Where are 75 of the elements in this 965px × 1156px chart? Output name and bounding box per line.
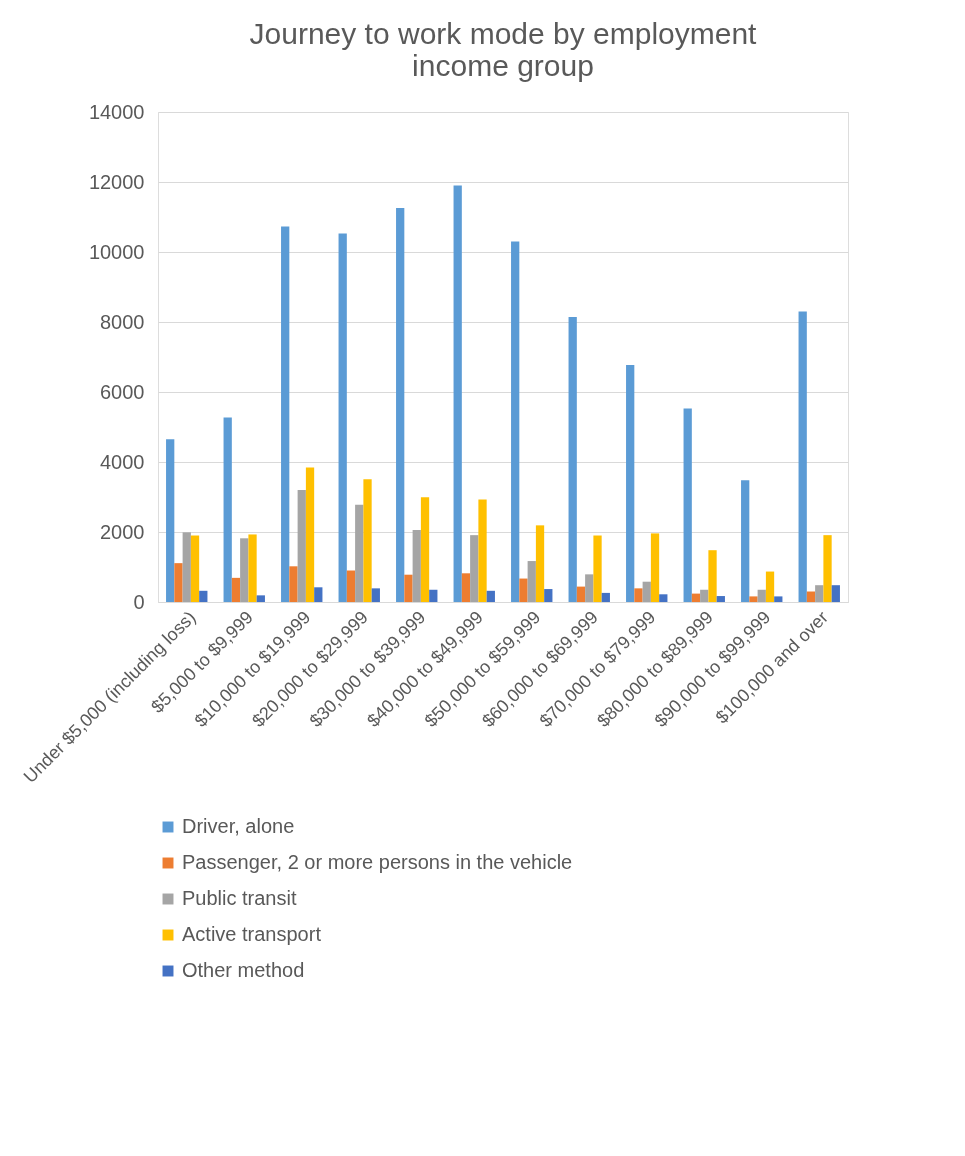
bar [289, 566, 298, 602]
bar [355, 504, 364, 602]
bar [420, 497, 430, 602]
bar [757, 589, 766, 602]
text: Journey to work mode by employment [249, 17, 757, 50]
bar [346, 570, 356, 602]
legend-label: Active transport [182, 923, 322, 945]
bar [585, 574, 594, 602]
bar [174, 563, 183, 602]
bar [478, 499, 487, 602]
bar [708, 550, 717, 602]
bar [601, 592, 610, 602]
bar [281, 226, 290, 602]
bar [371, 588, 380, 602]
y-tick-label: 8000 [100, 310, 145, 333]
bar [626, 365, 635, 602]
bar [691, 593, 701, 602]
bar [470, 535, 479, 602]
bar [453, 185, 462, 602]
bar [363, 479, 372, 602]
bar [248, 534, 257, 602]
y-tick-label: 14000 [88, 100, 145, 123]
bar [634, 588, 643, 602]
legend-label: Public transit [182, 887, 297, 909]
bar [806, 591, 816, 602]
legend-label: Other method [182, 959, 305, 981]
bar [642, 581, 651, 602]
bar [831, 585, 840, 602]
bar [231, 577, 241, 602]
bar [223, 417, 232, 602]
bar [683, 408, 692, 602]
bar [544, 589, 553, 602]
bar [190, 535, 200, 602]
bar [256, 595, 265, 602]
bar [240, 538, 249, 602]
bar [823, 535, 832, 602]
bar [305, 467, 315, 602]
y-tick-label: 2000 [100, 520, 145, 543]
bar [774, 596, 783, 602]
y-tick-label: 0 [133, 590, 145, 613]
bar [576, 586, 586, 602]
bar [765, 571, 775, 602]
bar [396, 207, 405, 602]
bar [741, 480, 750, 602]
bar [486, 590, 495, 602]
bar [404, 574, 413, 602]
bar [338, 233, 347, 602]
text: income group [412, 49, 594, 82]
bar [568, 317, 577, 602]
bar [461, 573, 471, 602]
bar [182, 532, 191, 602]
y-tick-label: 6000 [100, 380, 145, 403]
y-tick-label: 12000 [88, 170, 145, 193]
bar [166, 439, 175, 602]
bar [519, 578, 528, 602]
bar [429, 589, 438, 602]
bar [650, 533, 660, 602]
bar [700, 589, 709, 602]
legend-label: Passenger, 2 or more persons in the vehicle [182, 851, 573, 873]
bar [314, 587, 323, 602]
bar [535, 525, 545, 602]
bar [199, 590, 208, 602]
y-tick-label: 10000 [88, 240, 145, 263]
bar [716, 596, 725, 602]
bar [798, 311, 807, 602]
bar [412, 529, 421, 602]
bar [749, 596, 758, 602]
bar [659, 594, 668, 602]
bar [593, 535, 602, 602]
bar [511, 241, 520, 602]
legend-label: Driver, alone [182, 815, 295, 837]
y-tick-label: 4000 [100, 450, 145, 473]
bar [297, 490, 306, 602]
bar [815, 585, 824, 602]
bar [527, 561, 536, 602]
